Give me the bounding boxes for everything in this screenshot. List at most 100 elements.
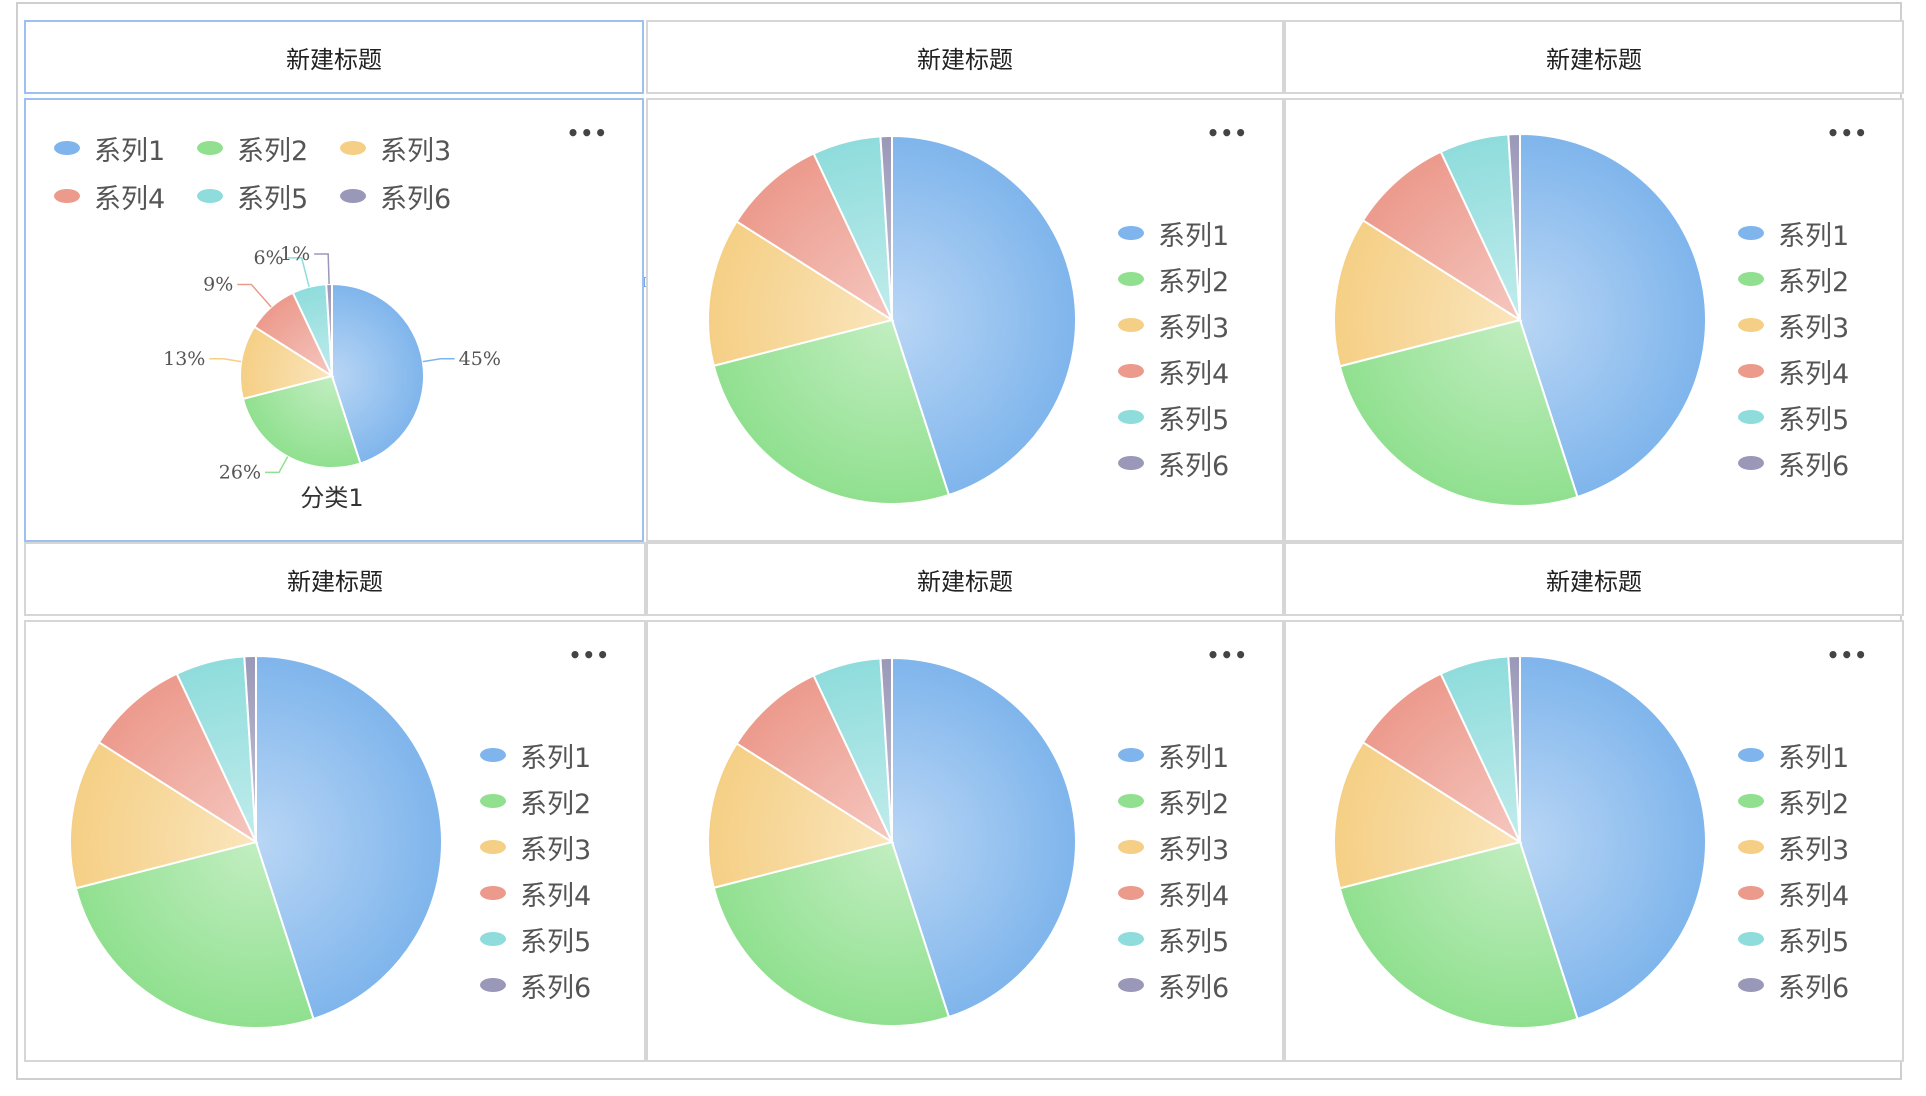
legend-item-1[interactable]: 系列1 <box>1118 210 1236 256</box>
legend-item-2[interactable]: 系列2 <box>1738 778 1856 824</box>
legend-item-3[interactable]: 系列3 <box>1118 302 1236 348</box>
pie-slice-1[interactable] <box>891 656 1077 1019</box>
legend-item-5[interactable]: 系列5 <box>480 916 598 962</box>
legend-item-5[interactable]: 系列5 <box>1738 916 1856 962</box>
pie-slice-4[interactable] <box>735 152 895 323</box>
legend-label: 系列1 <box>1778 220 1850 252</box>
legend-item-5[interactable]: 系列5 <box>1118 394 1236 440</box>
legend-marker-icon <box>340 141 366 155</box>
legend-marker-icon <box>1738 318 1764 332</box>
legend-label: 系列5 <box>1778 404 1850 436</box>
legend-label: 系列5 <box>1778 926 1850 958</box>
pie-slice-2[interactable] <box>712 318 951 505</box>
chart-title[interactable]: 新建标题 <box>646 542 1284 616</box>
chart-cell-2[interactable]: 新建标题 ••• 系列1 系列2 系列3 系列4 系列5 系列6 <box>646 20 1284 542</box>
pie-slice-2[interactable] <box>74 840 315 1029</box>
legend-item-5[interactable]: 系列5 <box>1738 394 1856 440</box>
legend-item-5[interactable]: 系列5 <box>1118 916 1236 962</box>
legend-marker-icon <box>1118 794 1144 808</box>
pie-slice-3[interactable] <box>69 740 259 890</box>
pie-slice-6[interactable] <box>879 134 893 321</box>
legend-item-3[interactable]: 系列3 <box>1738 824 1856 870</box>
legend-item-5[interactable]: 系列5 <box>197 172 340 220</box>
legend-item-4[interactable]: 系列4 <box>480 870 598 916</box>
legend-item-3[interactable]: 系列3 <box>1738 302 1856 348</box>
legend-marker-icon <box>197 189 223 203</box>
legend-marker-icon <box>1118 840 1144 854</box>
legend-item-6[interactable]: 系列6 <box>1738 962 1856 1008</box>
pie-slice-3[interactable] <box>707 742 895 889</box>
pie-slice-2[interactable] <box>1338 318 1579 507</box>
chart-title[interactable]: 新建标题 <box>646 20 1284 94</box>
chart-cell-6[interactable]: 新建标题 ••• 系列1 系列2 系列3 系列4 系列5 系列6 <box>1284 542 1904 1062</box>
legend: 系列1 系列2 系列3 系列4 系列5 系列6 <box>1738 732 1856 1008</box>
pie-slice-3[interactable] <box>707 220 895 367</box>
pie-slice-6[interactable] <box>243 654 257 843</box>
legend-label: 系列2 <box>1778 788 1850 820</box>
legend-item-1[interactable]: 系列1 <box>1738 210 1856 256</box>
pie-slice-2[interactable] <box>1338 840 1579 1029</box>
pie-slice-4[interactable] <box>1361 150 1523 323</box>
legend-marker-icon <box>1118 226 1144 240</box>
legend: 系列1 系列2 系列3 系列4 系列5 系列6 <box>1118 210 1236 486</box>
legend-label: 系列2 <box>237 135 309 167</box>
legend-label: 系列4 <box>1158 880 1230 912</box>
pie-slice-4[interactable] <box>1361 672 1523 845</box>
legend-item-2[interactable]: 系列2 <box>1118 778 1236 824</box>
legend-item-6[interactable]: 系列6 <box>480 962 598 1008</box>
legend-marker-icon <box>1118 364 1144 378</box>
legend-item-4[interactable]: 系列4 <box>1118 870 1236 916</box>
pie-slice-1[interactable] <box>1519 654 1707 1021</box>
legend-item-3[interactable]: 系列3 <box>1118 824 1236 870</box>
legend-item-4[interactable]: 系列4 <box>54 172 197 220</box>
slice-label-1: 45% <box>459 348 501 370</box>
legend-marker-icon <box>1118 456 1144 470</box>
legend-item-3[interactable]: 系列3 <box>480 824 598 870</box>
legend-item-6[interactable]: 系列6 <box>340 172 483 220</box>
pie-slice-3[interactable] <box>1333 218 1523 368</box>
chart-title[interactable]: 新建标题 <box>24 20 644 94</box>
chart-title[interactable]: 新建标题 <box>1284 542 1904 616</box>
pie-slice-1[interactable] <box>891 134 1077 497</box>
pie-slice-6[interactable] <box>879 656 893 843</box>
legend-label: 系列3 <box>1158 312 1230 344</box>
pie-slice-4[interactable] <box>97 672 259 845</box>
legend-item-2[interactable]: 系列2 <box>1738 256 1856 302</box>
legend-item-1[interactable]: 系列1 <box>480 732 598 778</box>
pie-slice-2[interactable] <box>241 374 362 469</box>
legend-item-6[interactable]: 系列6 <box>1118 440 1236 486</box>
legend-item-1[interactable]: 系列1 <box>54 124 197 172</box>
legend-item-6[interactable]: 系列6 <box>1738 440 1856 486</box>
chart-cell-5[interactable]: 新建标题 ••• 系列1 系列2 系列3 系列4 系列5 系列6 <box>646 542 1284 1062</box>
legend-item-1[interactable]: 系列1 <box>1738 732 1856 778</box>
pie-slice-6[interactable] <box>1507 654 1521 843</box>
legend-item-3[interactable]: 系列3 <box>340 124 483 172</box>
pie-slice-1[interactable] <box>1519 132 1707 499</box>
legend-marker-icon <box>1738 840 1764 854</box>
legend-label: 系列6 <box>1158 450 1230 482</box>
pie-slice-1[interactable] <box>331 282 425 465</box>
legend-item-1[interactable]: 系列1 <box>1118 732 1236 778</box>
chart-cell-1[interactable]: 新建标题 ••• 系列1 系列2 系列3 系列4 系列5 系列6 45% 26% 13% 9% 6… <box>24 20 644 542</box>
chart-body: ••• 系列1 系列2 系列3 系列4 系列5 系列6 45% 26% 13% 9% 6% 1% 分类… <box>24 98 644 542</box>
chart-cell-3[interactable]: 新建标题 ••• 系列1 系列2 系列3 系列4 系列5 系列6 <box>1284 20 1904 542</box>
legend-item-4[interactable]: 系列4 <box>1738 348 1856 394</box>
legend-item-4[interactable]: 系列4 <box>1738 870 1856 916</box>
pie-slice-4[interactable] <box>735 674 895 845</box>
pie-slice-1[interactable] <box>255 654 443 1021</box>
chart-cell-4[interactable]: 新建标题 ••• 系列1 系列2 系列3 系列4 系列5 系列6 <box>24 542 646 1062</box>
pie-slice-2[interactable] <box>712 840 951 1027</box>
legend-item-4[interactable]: 系列4 <box>1118 348 1236 394</box>
pie-slice-3[interactable] <box>1333 740 1523 890</box>
chart-body: ••• 系列1 系列2 系列3 系列4 系列5 系列6 <box>646 98 1284 542</box>
slice-label-2: 26% <box>219 461 261 483</box>
pie-slice-6[interactable] <box>325 282 333 377</box>
legend-item-2[interactable]: 系列2 <box>1118 256 1236 302</box>
pie-slice-6[interactable] <box>1507 132 1521 321</box>
legend-item-6[interactable]: 系列6 <box>1118 962 1236 1008</box>
chart-title[interactable]: 新建标题 <box>1284 20 1904 94</box>
legend-label: 系列6 <box>380 183 452 215</box>
legend-item-2[interactable]: 系列2 <box>480 778 598 824</box>
chart-title[interactable]: 新建标题 <box>24 542 646 616</box>
legend-item-2[interactable]: 系列2 <box>197 124 340 172</box>
